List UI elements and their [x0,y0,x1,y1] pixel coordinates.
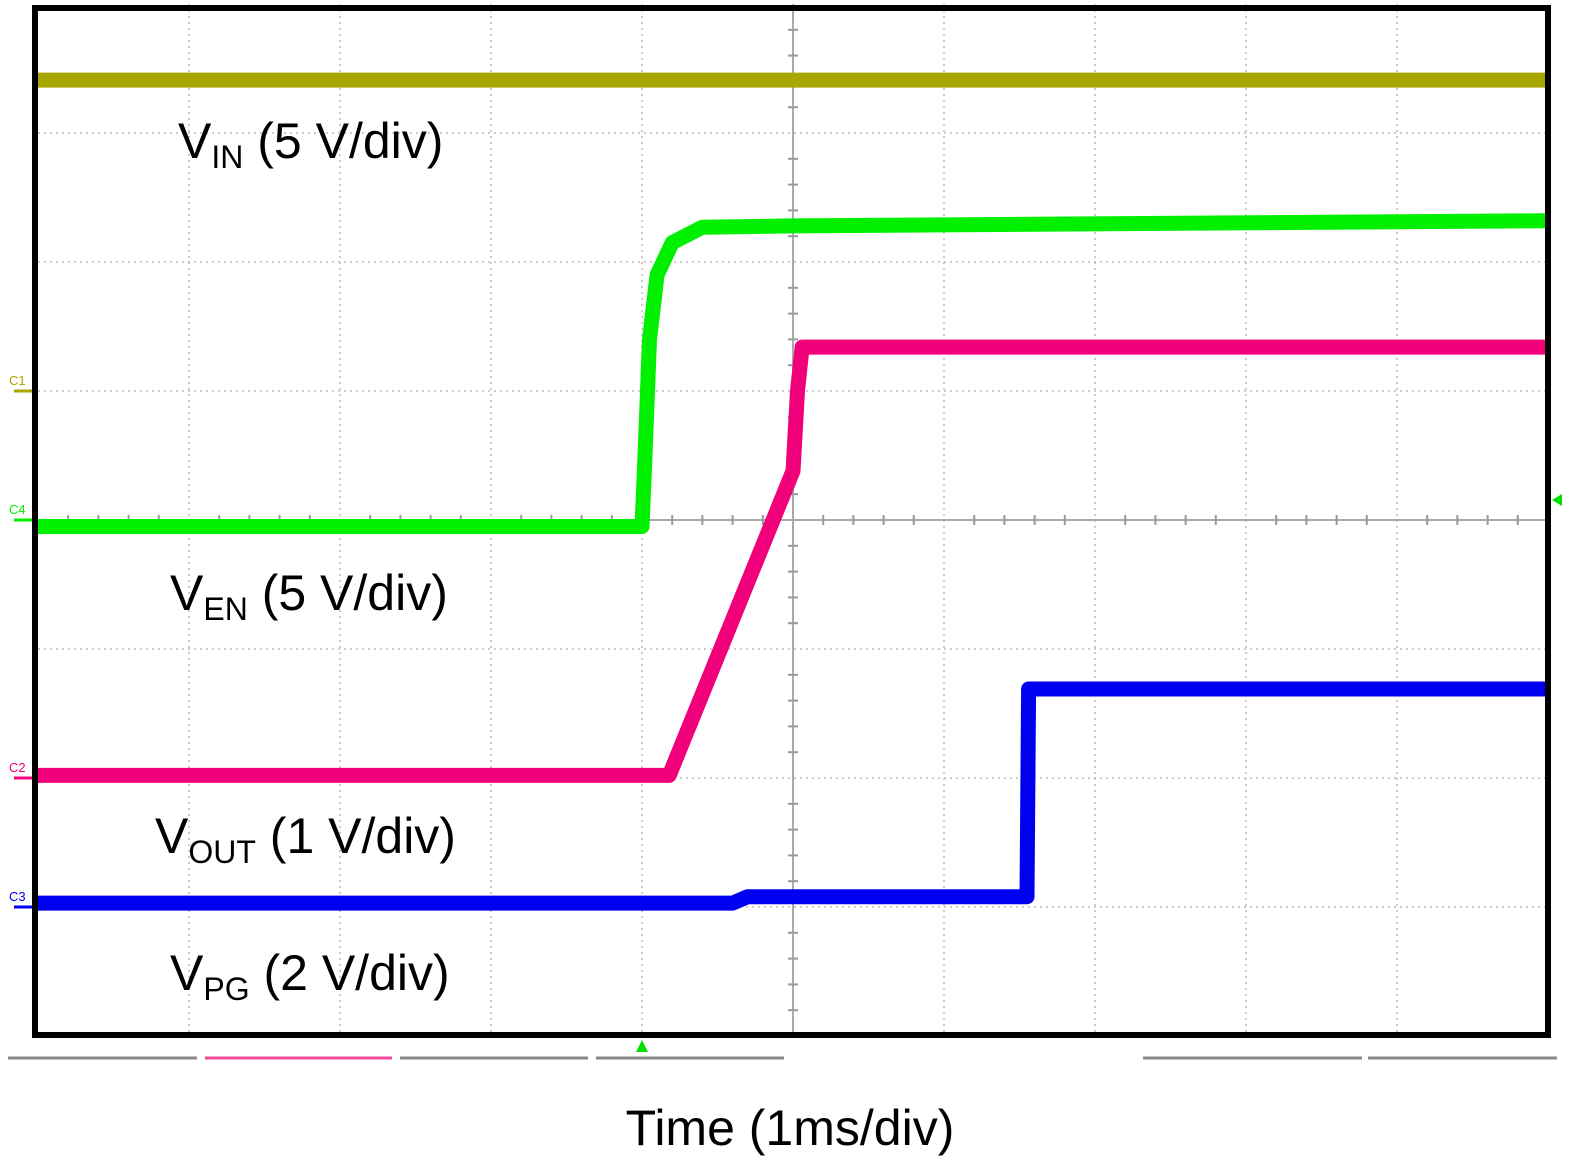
channel-label-c1: C1 [9,373,26,388]
traces [38,72,1549,911]
vpg-label: VPG (2 V/div) [170,945,450,1007]
trace-vout [38,339,1548,783]
channel-markers: C1 C4 C2 C3 [9,373,1562,1052]
vin-label: VIN (5 V/div) [178,113,443,175]
trigger-time-marker [636,1040,648,1052]
channel-label-c3: C3 [9,889,26,904]
vout-label: VOUT (1 V/div) [155,808,456,870]
channel-label-c2: C2 [9,760,26,775]
plot-frame [32,5,1551,1038]
x-axis-label: Time (1ms/div) [626,1100,955,1156]
trace-ven [38,213,1549,534]
ven-label: VEN (5 V/div) [170,565,448,627]
trigger-level-marker [1552,494,1562,506]
channel-label-c4: C4 [9,502,26,517]
trace-vpg [38,681,1548,911]
